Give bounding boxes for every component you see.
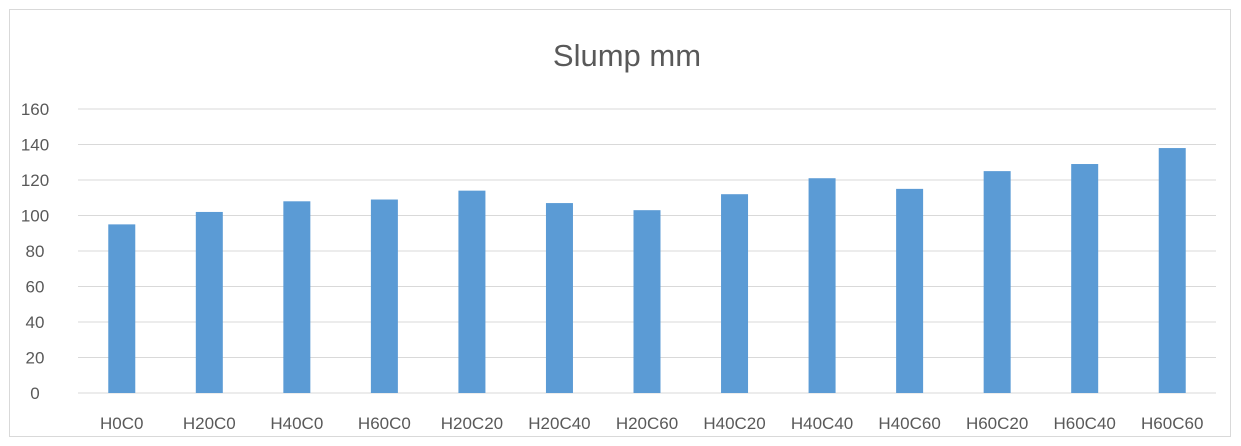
y-tick-label: 20 [26, 349, 45, 368]
bar-h20c40 [545, 203, 573, 393]
x-category-label: H20C40 [528, 414, 590, 433]
y-tick-label: 120 [21, 171, 49, 190]
y-tick-label: 140 [21, 136, 49, 155]
x-category-label: H0C0 [100, 414, 143, 433]
bar-h40c20 [721, 194, 749, 393]
bar-h40c40 [808, 178, 836, 393]
y-tick-label: 100 [21, 207, 49, 226]
chart-title: Slump mm [553, 38, 701, 73]
y-tick-label: 80 [26, 242, 45, 261]
x-category-label: H40C60 [878, 414, 940, 433]
bar-h60c20 [983, 171, 1011, 393]
x-category-label: H20C20 [441, 414, 503, 433]
x-category-label: H40C20 [703, 414, 765, 433]
bar-h60c0 [370, 199, 398, 393]
y-axis-ticks: 0 20 40 60 80 100 120 140 160 [21, 100, 49, 403]
bar-h40c60 [896, 188, 924, 393]
bars [108, 148, 1186, 393]
y-tick-label: 60 [26, 278, 45, 297]
x-category-label: H40C0 [270, 414, 323, 433]
y-tick-label: 40 [26, 313, 45, 332]
x-category-label: H20C0 [183, 414, 236, 433]
x-category-label: H60C20 [966, 414, 1028, 433]
bar-h60c40 [1071, 164, 1099, 393]
bar-h20c60 [633, 210, 661, 393]
y-tick-label: 160 [21, 100, 49, 119]
x-category-label: H20C60 [616, 414, 678, 433]
x-category-label: H60C40 [1054, 414, 1116, 433]
bar-h20c20 [458, 190, 486, 393]
bar-h60c60 [1158, 148, 1186, 393]
x-axis-categories: H0C0 H20C0 H40C0 H60C0 H20C20 H20C40 H20C60 H40… [100, 414, 1203, 433]
x-category-label: H60C0 [358, 414, 411, 433]
bar-h0c0 [108, 224, 136, 393]
x-category-label: H60C60 [1141, 414, 1203, 433]
bar-h20c0 [195, 211, 223, 393]
x-category-label: H40C40 [791, 414, 853, 433]
y-tick-label: 0 [30, 384, 39, 403]
bar-h40c0 [283, 201, 311, 393]
